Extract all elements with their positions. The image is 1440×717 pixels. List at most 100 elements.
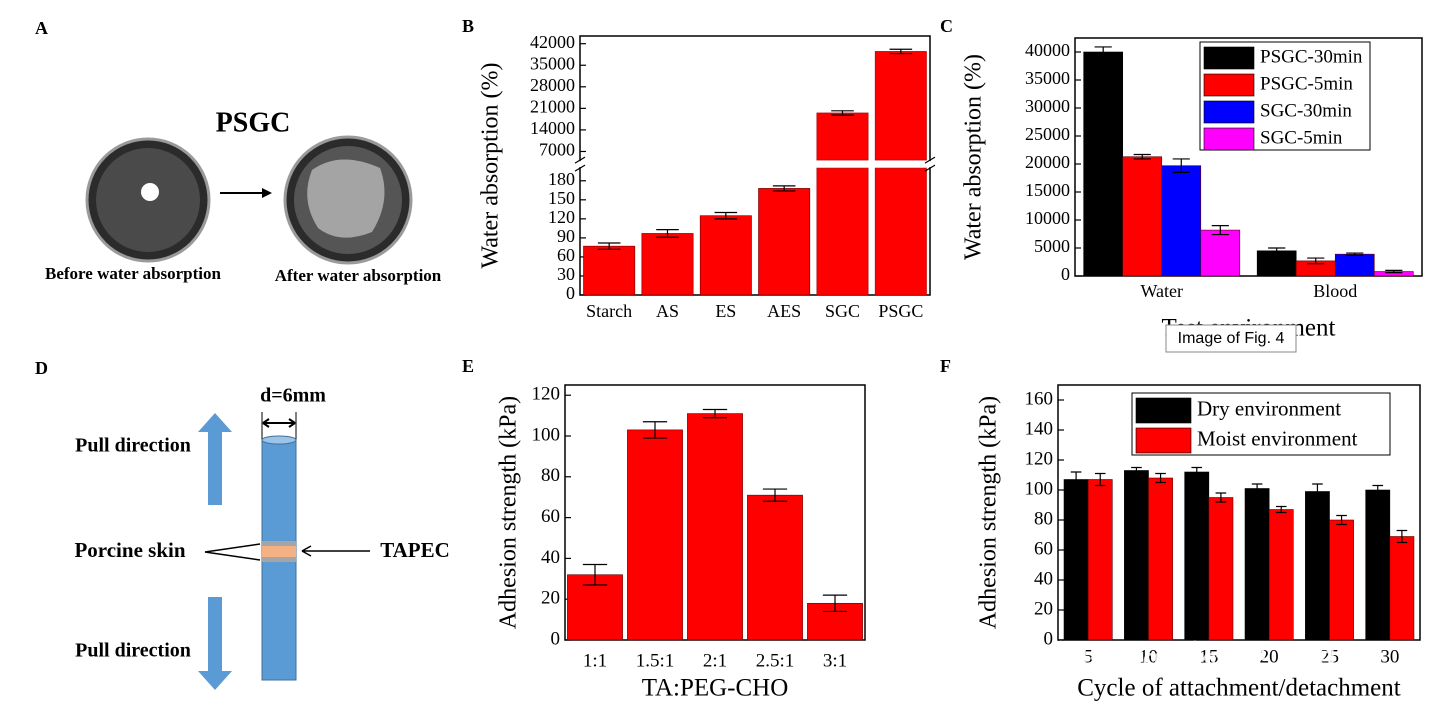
bar <box>1334 253 1375 277</box>
error-bar <box>1133 153 1151 160</box>
y-tick-label: 30000 <box>1025 96 1070 116</box>
x-tick-label: ES <box>715 301 736 321</box>
y-tick-label: 0 <box>551 628 561 649</box>
x-tick-label: AS <box>656 301 679 321</box>
bar <box>1365 489 1391 641</box>
legend-swatch <box>1135 427 1192 454</box>
error-bar <box>1385 269 1403 274</box>
bar <box>1200 229 1241 277</box>
bar <box>1148 477 1173 641</box>
panel-d: D d=6mm Pull direction Pull direction Po… <box>35 358 450 690</box>
y-tick-label: 7000 <box>539 140 575 160</box>
y-tick-label: 120 <box>1025 448 1054 469</box>
plot-frame <box>1057 384 1421 641</box>
error-bar <box>1070 471 1082 488</box>
x-tick-label: 5 <box>1083 646 1093 667</box>
x-tick-label: 10 <box>1139 646 1158 667</box>
error-bar <box>822 594 848 613</box>
bar <box>1329 519 1354 641</box>
y-tick-label: 80 <box>1034 508 1053 529</box>
legend-swatch <box>1135 397 1192 424</box>
y-tick-label: 30 <box>557 264 575 284</box>
panel-label: B <box>462 16 474 36</box>
error-bar <box>1155 472 1166 484</box>
error-bar <box>1131 466 1142 475</box>
error-bar <box>597 242 621 250</box>
legend-label: Moist environment <box>1197 426 1358 450</box>
legend-swatch <box>1203 46 1255 70</box>
x-tick-label: 1.5:1 <box>636 650 675 671</box>
adhesive-label: TAPEC <box>380 538 450 562</box>
x-tick-label: AES <box>767 301 801 321</box>
x-tick-label: 1:1 <box>583 650 607 671</box>
arrow-head <box>262 188 272 198</box>
y-tick-label: 21000 <box>530 96 575 116</box>
panel-label: A <box>35 18 48 38</box>
skin-layer <box>262 557 296 562</box>
bar <box>687 413 743 641</box>
bar <box>758 188 811 296</box>
y-tick-label: 0 <box>566 283 575 303</box>
y-tick-label: 25000 <box>1025 124 1070 144</box>
legend-label: Dry environment <box>1197 396 1341 420</box>
bar <box>1244 488 1270 641</box>
bar <box>1161 165 1202 277</box>
bar <box>1087 479 1113 641</box>
y-tick-label: 20000 <box>1025 152 1070 172</box>
chart-panel: F 0 20 40 60 80 100 120 140 160 Adhesion strength … <box>940 356 1421 702</box>
error-bar <box>1094 472 1106 487</box>
watermark: 知乎 @科研民工甲 <box>1055 639 1338 679</box>
x-tick-label: PSGC <box>878 301 923 321</box>
panel-label: C <box>940 16 953 36</box>
x-tick-label: 20 <box>1260 646 1279 667</box>
skin-label: Porcine skin <box>74 538 185 562</box>
error-bar <box>1211 225 1229 236</box>
y-tick-label: 60 <box>557 245 575 265</box>
y-tick-label: 180 <box>548 169 575 189</box>
error-bar <box>714 211 738 220</box>
bar <box>816 112 869 296</box>
error-bar <box>1372 484 1384 496</box>
error-bar <box>656 229 679 238</box>
caption: Before water absorption <box>45 264 222 283</box>
panel-a: A PSGC Before water absorption After wat… <box>35 18 442 285</box>
y-tick-label: 60 <box>541 506 560 527</box>
panel-label: F <box>940 356 951 376</box>
pull-arrow-down <box>198 597 232 690</box>
x-axis-title: TA:PEG-CHO <box>642 675 789 702</box>
x-tick-label: 25 <box>1320 646 1339 667</box>
bar <box>1122 156 1163 277</box>
y-tick-label: 40 <box>541 547 560 568</box>
pull-label: Pull direction <box>75 435 191 457</box>
error-bar <box>1215 492 1227 503</box>
y-tick-label: 35000 <box>530 53 575 73</box>
pull-arrow-up <box>198 413 232 505</box>
y-axis-title: Water absorption (%) <box>478 63 504 269</box>
panel-label: E <box>462 356 474 376</box>
x-axis-title: Cycle of attachment/detachment <box>1077 675 1401 702</box>
x-tick-label: Starch <box>586 301 632 321</box>
y-tick-label: 150 <box>548 188 575 208</box>
bar <box>1256 250 1297 277</box>
bar <box>1184 471 1210 641</box>
y-tick-label: 35000 <box>1025 68 1070 88</box>
error-bar <box>1312 483 1323 500</box>
pointer <box>204 543 261 561</box>
bar <box>1063 479 1089 641</box>
y-tick-label: 140 <box>1025 418 1054 439</box>
y-tick-label: 40 <box>1034 568 1053 589</box>
bar <box>699 215 752 296</box>
x-tick-label: Water <box>1140 281 1183 301</box>
error-bar <box>1396 529 1408 544</box>
error-bar <box>772 185 796 192</box>
error-bar <box>1336 514 1347 526</box>
error-bar <box>1346 252 1364 256</box>
bar <box>1389 536 1415 641</box>
legend-label: PSGC-5min <box>1260 73 1353 94</box>
error-bar <box>889 48 913 55</box>
y-tick-label: 160 <box>1025 388 1054 409</box>
error-bar <box>1307 257 1325 265</box>
x-tick-label: 2.5:1 <box>756 650 795 671</box>
